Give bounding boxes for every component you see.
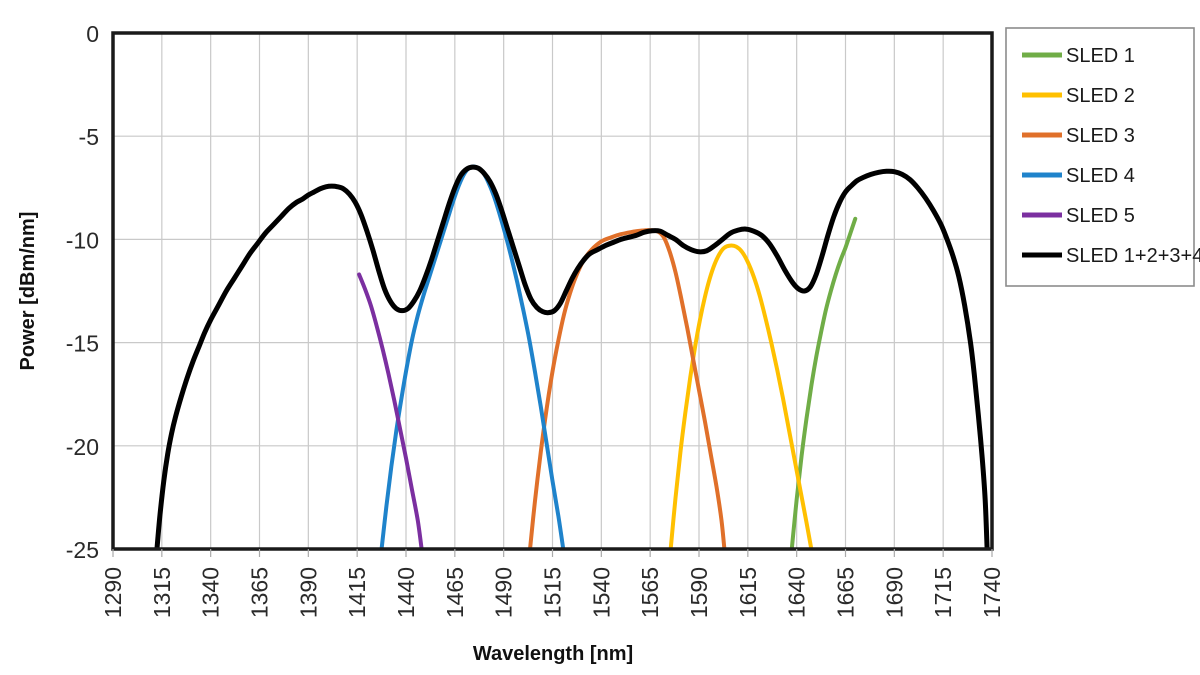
x-tick-label: 1490 bbox=[491, 567, 517, 618]
x-tick-label: 1590 bbox=[686, 567, 712, 618]
x-tick-label: 1315 bbox=[149, 567, 175, 618]
series-line-sled-5 bbox=[357, 272, 424, 549]
y-tick-label: -10 bbox=[66, 227, 99, 253]
legend-frame bbox=[1005, 27, 1195, 287]
x-tick-label: 1415 bbox=[344, 567, 370, 618]
legend-label-sled-3: SLED 3 bbox=[1066, 125, 1135, 147]
series-line-sled-2 bbox=[668, 243, 814, 549]
legend-label-sled-4: SLED 4 bbox=[1066, 165, 1135, 187]
x-tick-label: 1615 bbox=[735, 567, 761, 618]
legend-label-sled-5: SLED 5 bbox=[1066, 205, 1135, 227]
x-tick-label: 1515 bbox=[540, 567, 566, 618]
x-axis-title: Wavelength [nm] bbox=[473, 643, 633, 665]
legend-items: SLED 1 SLED 2 SLED 3 SLED 4 SLED 5 SLED 1+2+3… bbox=[1022, 45, 1200, 267]
y-tick-label: -25 bbox=[66, 537, 99, 563]
series-layer bbox=[154, 164, 990, 549]
legend-label-sled-1-2-3-4-5: SLED 1+2+3+4+5 bbox=[1066, 245, 1200, 267]
x-axis-ticks-marks bbox=[112, 549, 993, 557]
x-tick-label: 1740 bbox=[979, 567, 1005, 618]
x-tick-label: 1690 bbox=[881, 567, 907, 618]
x-tick-label: 1290 bbox=[100, 567, 126, 618]
y-tick-label: -15 bbox=[66, 331, 99, 357]
series-line-sled-1-2-3-4-5 bbox=[154, 164, 990, 549]
y-tick-label: 0 bbox=[86, 21, 99, 47]
legend: SLED 1 SLED 2 SLED 3 SLED 4 SLED 5 SLED 1+2+3… bbox=[1005, 27, 1200, 287]
y-axis-tick-labels: 0 -5 -10 -15 -20 -25 bbox=[66, 21, 99, 563]
x-tick-label: 1440 bbox=[393, 567, 419, 618]
x-tick-label: 1390 bbox=[295, 567, 321, 618]
x-tick-label: 1665 bbox=[833, 567, 859, 618]
y-tick-label: -5 bbox=[79, 124, 99, 150]
legend-label-sled-2: SLED 2 bbox=[1066, 85, 1135, 107]
y-tick-label: -20 bbox=[66, 434, 99, 460]
series-clip-group bbox=[154, 164, 990, 549]
x-tick-label: 1565 bbox=[637, 567, 663, 618]
x-tick-label: 1465 bbox=[442, 567, 468, 618]
series-line-sled-3 bbox=[528, 228, 727, 549]
x-tick-label: 1340 bbox=[198, 567, 224, 618]
x-tick-label: 1540 bbox=[588, 567, 614, 618]
series-line-sled-1 bbox=[789, 216, 858, 549]
legend-label-sled-1: SLED 1 bbox=[1066, 45, 1135, 67]
y-axis-title: Power [dBm/nm] bbox=[17, 212, 39, 371]
x-tick-label: 1365 bbox=[247, 567, 273, 618]
x-axis-tick-labels: 1290 1315 1340 1365 1390 1415 1440 1465 1490 1515… bbox=[100, 567, 1005, 618]
x-tick-label: 1715 bbox=[930, 567, 956, 618]
x-tick-label: 1640 bbox=[784, 567, 810, 618]
